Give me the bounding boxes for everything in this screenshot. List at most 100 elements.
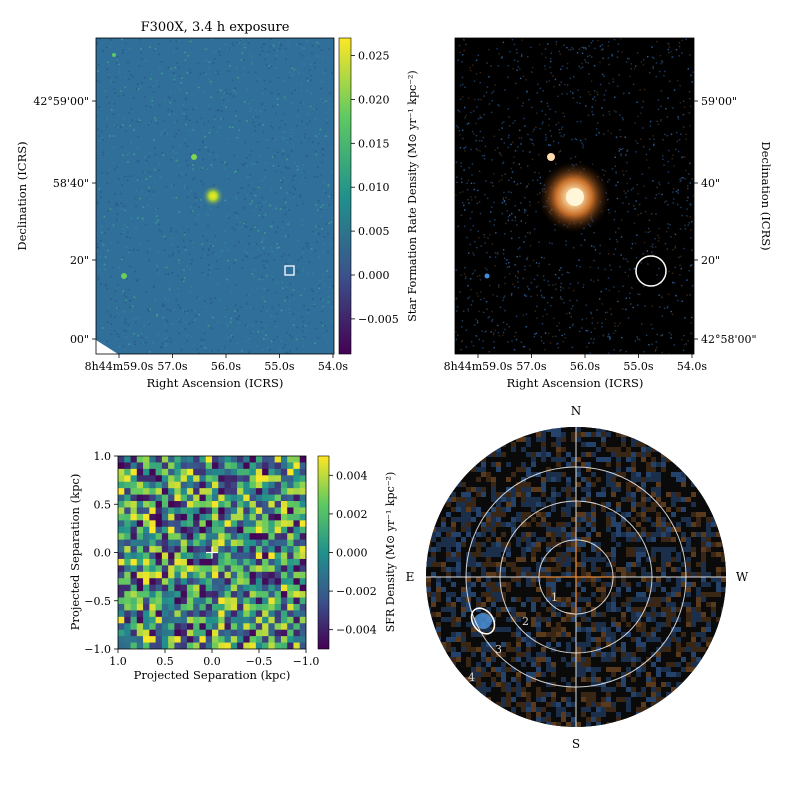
top-right-noise-pixel xyxy=(637,304,639,306)
top-left-noise-pixel xyxy=(248,351,250,353)
bottom-left-cell xyxy=(205,468,213,476)
top-left-noise-pixel xyxy=(262,264,265,267)
bottom-left-cell xyxy=(299,558,306,566)
top-left-noise-pixel xyxy=(237,191,240,194)
bottom-right-noise-pixel xyxy=(491,642,496,647)
top-left-noise-pixel xyxy=(114,290,116,292)
bottom-right-noise-pixel xyxy=(471,442,476,447)
bottom-right-noise-pixel xyxy=(526,677,531,682)
top-right-noise-pixel xyxy=(556,325,558,327)
bottom-left-cell xyxy=(136,513,144,521)
bottom-left-cell xyxy=(280,539,288,547)
top-left-noise-pixel xyxy=(202,248,204,251)
bottom-right-noise-pixel xyxy=(461,582,466,587)
top-right-noise-pixel xyxy=(625,196,627,198)
top-right-noise-pixel xyxy=(504,173,506,175)
top-right-noise-pixel xyxy=(679,85,681,87)
bottom-right-noise-pixel xyxy=(491,602,496,607)
bottom-right-noise-pixel xyxy=(446,677,451,682)
bottom-left-cell xyxy=(237,571,244,579)
bottom-right-noise-pixel xyxy=(456,537,461,542)
top-right-noise-pixel xyxy=(657,123,660,126)
top-left-noise-pixel xyxy=(328,48,330,50)
bottom-left-cell xyxy=(280,578,288,586)
bottom-right-noise-pixel xyxy=(466,662,471,667)
bottom-left-cell xyxy=(268,462,276,470)
top-right-noise-pixel xyxy=(508,134,510,136)
bottom-right-noise-pixel xyxy=(461,452,466,457)
top-left-noise-pixel xyxy=(252,307,254,310)
top-left-noise-pixel xyxy=(197,62,200,65)
top-right-noise-pixel xyxy=(576,52,579,54)
top-right-noise-pixel xyxy=(555,288,557,290)
bottom-left-cell xyxy=(224,578,232,586)
bottom-right-noise-pixel xyxy=(491,637,496,642)
top-left-noise-pixel xyxy=(310,248,313,250)
top-left-noise-pixel xyxy=(326,121,329,124)
bottom-right-noise-pixel xyxy=(436,512,441,517)
top-left-noise-pixel xyxy=(294,162,296,165)
top-left-noise-pixel xyxy=(149,190,151,193)
bottom-right-noise-pixel xyxy=(436,627,441,632)
bottom-left-cell xyxy=(224,591,232,598)
top-right-noise-pixel xyxy=(582,286,584,288)
top-left-noise-pixel xyxy=(162,303,164,305)
top-left-noise-pixel xyxy=(212,62,215,65)
top-left-noise-pixel xyxy=(259,209,262,211)
top-left-noise-pixel xyxy=(108,74,110,77)
bottom-right-noise-pixel xyxy=(446,687,451,692)
bottom-left-cell xyxy=(155,546,163,553)
top-left-noise-pixel xyxy=(269,225,272,228)
bottom-right-noise-pixel xyxy=(426,557,431,562)
top-left-noise-pixel xyxy=(156,264,158,266)
bottom-right-noise-pixel xyxy=(506,597,511,602)
top-left-noise-pixel xyxy=(302,47,304,50)
top-left-noise-pixel xyxy=(212,316,214,319)
top-left-noise-pixel xyxy=(330,194,332,197)
bottom-left-cell xyxy=(230,616,238,624)
top-right-noise-pixel xyxy=(660,119,662,121)
bottom-right-noise-pixel xyxy=(501,497,506,502)
top-left-noise-pixel xyxy=(157,169,160,172)
bottom-right-noise-pixel xyxy=(431,702,436,707)
top-right-noise-pixel xyxy=(491,182,494,184)
bottom-right-noise-pixel xyxy=(466,637,471,642)
bottom-left-cell xyxy=(205,584,213,592)
top-right-noise-pixel xyxy=(552,335,554,338)
bottom-right-noise-pixel xyxy=(501,517,506,522)
bottom-left-cell xyxy=(180,578,188,586)
top-left-noise-pixel xyxy=(282,153,284,156)
bottom-right-noise-pixel xyxy=(481,692,486,697)
bottom-left-cell xyxy=(186,539,194,547)
bottom-right-noise-pixel xyxy=(526,627,531,632)
bottom-right-noise-pixel xyxy=(461,657,466,662)
bottom-right-noise-pixel xyxy=(446,667,451,672)
top-left-noise-pixel xyxy=(241,164,244,166)
bottom-right-noise-pixel xyxy=(486,587,491,592)
top-right-noise-pixel xyxy=(568,48,570,51)
bottom-right-noise-pixel xyxy=(496,717,501,722)
bottom-left-cell xyxy=(136,591,144,598)
top-left-noise-pixel xyxy=(167,308,169,311)
top-right-noise-pixel xyxy=(465,346,468,348)
top-right-noise-pixel xyxy=(626,149,629,151)
top-left-noise-pixel xyxy=(183,269,185,271)
bottom-right-noise-pixel xyxy=(526,682,531,687)
bottom-right-noise-pixel xyxy=(476,577,481,582)
top-left-noise-pixel xyxy=(97,43,99,46)
top-right-noise-pixel xyxy=(629,292,631,295)
top-right-noise-pixel xyxy=(630,303,632,305)
top-left-noise-pixel xyxy=(186,339,189,342)
bottom-right-noise-pixel xyxy=(441,582,446,587)
bottom-right-noise-pixel xyxy=(441,482,446,487)
top-right-noise-pixel xyxy=(572,97,574,99)
top-left-noise-pixel xyxy=(122,231,125,234)
top-right-noise-pixel xyxy=(591,163,594,166)
bottom-left-cell xyxy=(249,456,257,463)
top-right-noise-pixel xyxy=(642,100,644,103)
top-left-noise-pixel xyxy=(325,223,328,225)
bottom-right-noise-pixel xyxy=(486,432,491,437)
top-right-noise-pixel xyxy=(507,76,509,79)
top-right-noise-pixel xyxy=(484,145,487,148)
top-left-noise-pixel xyxy=(156,251,159,254)
